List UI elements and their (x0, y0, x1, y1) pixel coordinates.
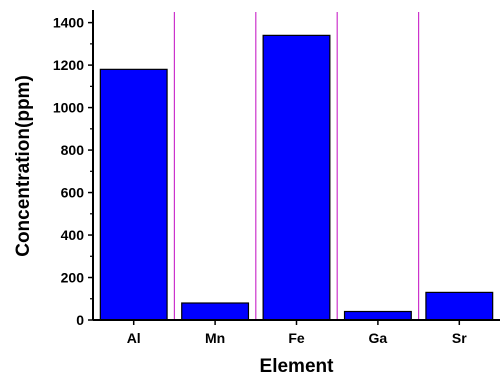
y-tick-label: 1400 (53, 15, 84, 31)
y-tick-label: 400 (61, 227, 85, 243)
x-tick-label: Sr (452, 330, 467, 346)
x-axis-label: Element (260, 356, 335, 377)
x-tick-label: Fe (288, 330, 305, 346)
bar-mn (181, 302, 250, 321)
y-tick-label: 0 (76, 312, 84, 328)
bar-al (99, 68, 168, 321)
x-tick-label: Mn (205, 330, 225, 346)
y-tick-label: 1200 (53, 57, 84, 73)
y-axis-label: Concentration(ppm) (13, 75, 34, 257)
bar-sr (425, 291, 494, 321)
bar-fe (262, 34, 331, 321)
category-separators (173, 12, 420, 320)
x-tick-label: Ga (369, 330, 388, 346)
bar-ga (343, 310, 412, 321)
y-ticks: 0 200 400 600 800 1000 1200 1400 (53, 15, 93, 328)
y-tick-label: 200 (61, 270, 85, 286)
bars (99, 34, 494, 321)
x-ticks: Al Mn Fe Ga Sr (127, 320, 467, 346)
y-tick-label: 800 (61, 142, 85, 158)
y-tick-label: 1000 (53, 100, 84, 116)
x-tick-label: Al (127, 330, 141, 346)
y-tick-label: 600 (61, 185, 85, 201)
